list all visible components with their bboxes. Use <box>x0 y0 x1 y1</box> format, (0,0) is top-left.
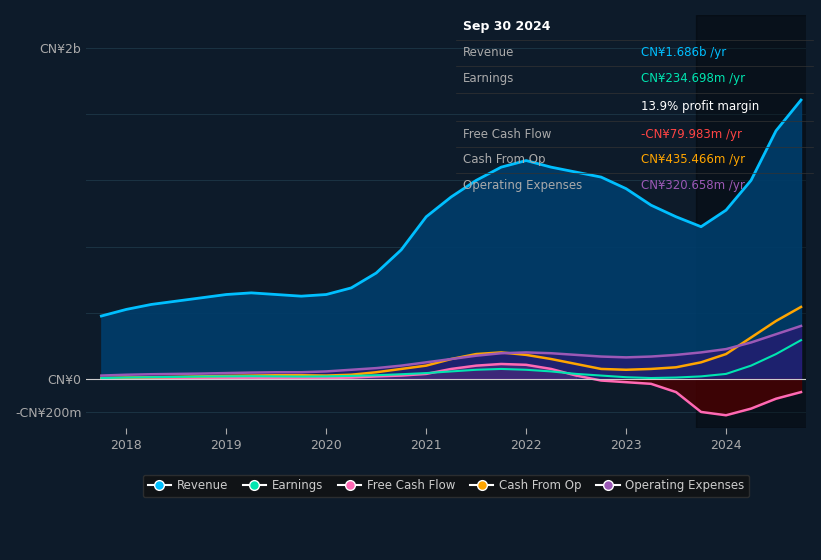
Text: Operating Expenses: Operating Expenses <box>463 179 582 193</box>
Text: Cash From Op: Cash From Op <box>463 153 545 166</box>
Text: Sep 30 2024: Sep 30 2024 <box>463 20 550 34</box>
Text: Earnings: Earnings <box>463 72 514 85</box>
Text: 13.9% profit margin: 13.9% profit margin <box>641 100 759 113</box>
Text: Free Cash Flow: Free Cash Flow <box>463 128 551 141</box>
Text: Revenue: Revenue <box>463 46 514 59</box>
Text: CN¥1.686b /yr: CN¥1.686b /yr <box>641 46 727 59</box>
Text: CN¥435.466m /yr: CN¥435.466m /yr <box>641 153 745 166</box>
Bar <box>696 15 811 428</box>
Text: CN¥320.658m /yr: CN¥320.658m /yr <box>641 179 745 193</box>
Legend: Revenue, Earnings, Free Cash Flow, Cash From Op, Operating Expenses: Revenue, Earnings, Free Cash Flow, Cash … <box>143 474 750 497</box>
Text: -CN¥79.983m /yr: -CN¥79.983m /yr <box>641 128 742 141</box>
Text: CN¥234.698m /yr: CN¥234.698m /yr <box>641 72 745 85</box>
